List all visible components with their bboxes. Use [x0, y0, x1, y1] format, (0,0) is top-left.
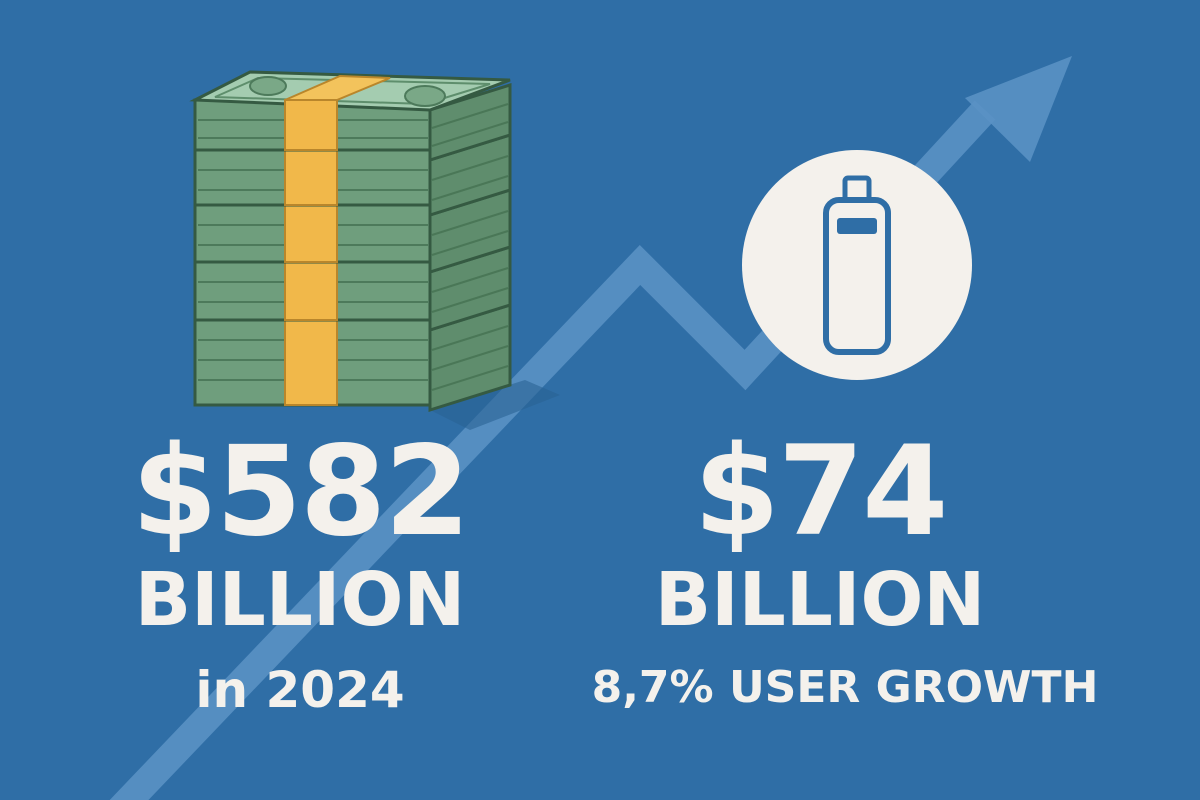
bill-bundle-top [189, 70, 512, 163]
right-stat-amount: $74 [693, 420, 949, 564]
bottle-icon [742, 150, 972, 380]
bill-bundle [193, 298, 512, 413]
right-stat-subtitle: 8,7% USER GROWTH [591, 662, 1099, 713]
left-stat-subtitle: in 2024 [195, 661, 405, 719]
right-stat-unit: BILLION [654, 557, 986, 643]
left-stat-amount: $582 [131, 420, 470, 564]
left-stat-unit: BILLION [134, 557, 466, 643]
money-stack-icon [189, 70, 560, 430]
